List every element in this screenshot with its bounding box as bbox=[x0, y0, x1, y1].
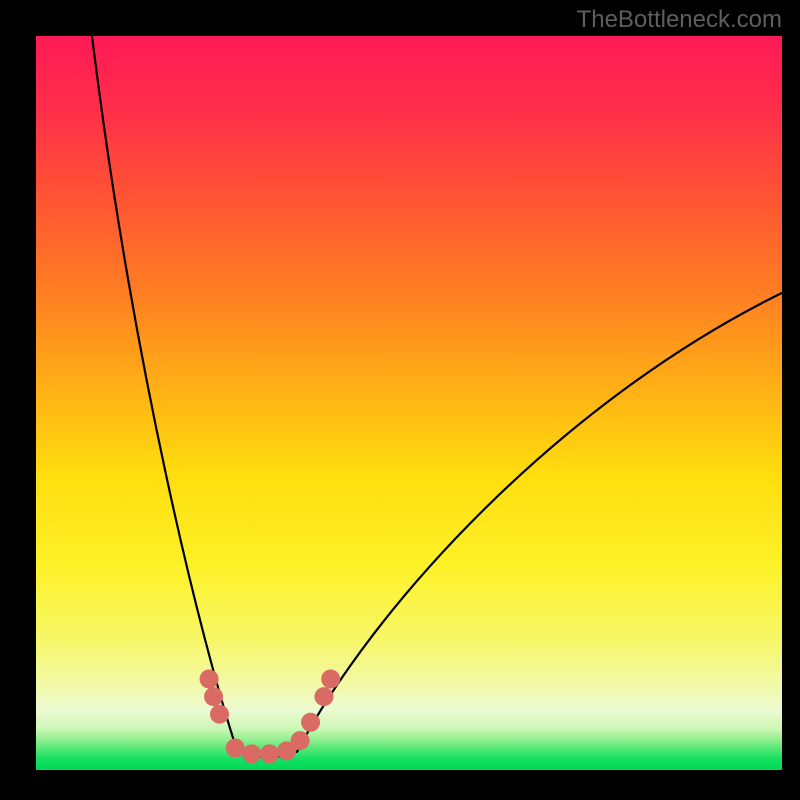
data-marker bbox=[301, 713, 320, 732]
plot-svg bbox=[36, 36, 782, 770]
frame-border-right bbox=[782, 0, 800, 800]
data-marker bbox=[210, 705, 229, 724]
data-marker bbox=[242, 744, 261, 763]
watermark-text: TheBottleneck.com bbox=[577, 6, 782, 34]
frame-border-left bbox=[0, 0, 36, 800]
frame-border-bottom bbox=[0, 770, 800, 800]
data-marker bbox=[204, 687, 223, 706]
data-marker bbox=[321, 669, 340, 688]
data-marker bbox=[291, 731, 310, 750]
background-gradient bbox=[36, 36, 782, 770]
data-marker bbox=[200, 669, 219, 688]
data-marker bbox=[260, 744, 279, 763]
data-marker bbox=[226, 738, 245, 757]
plot-area bbox=[36, 36, 782, 770]
data-marker bbox=[314, 687, 333, 706]
